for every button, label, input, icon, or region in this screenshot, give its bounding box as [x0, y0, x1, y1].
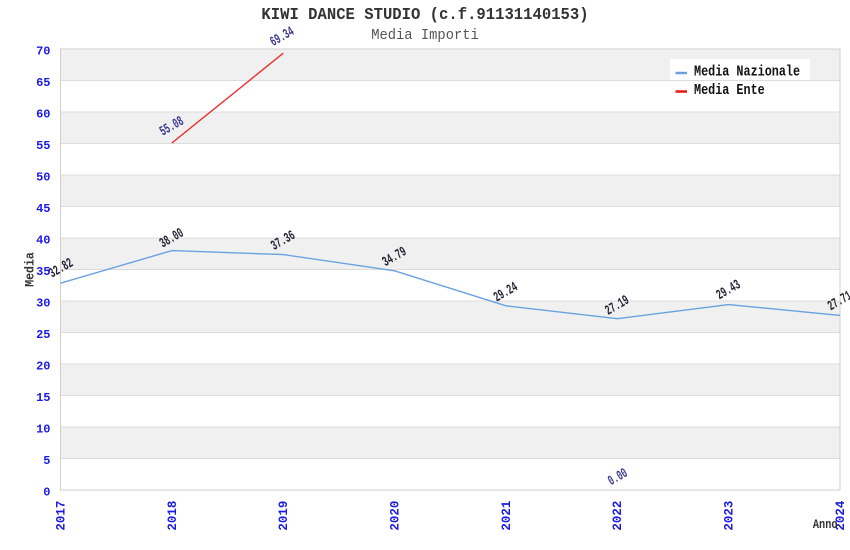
svg-text:2023: 2023 [723, 501, 737, 531]
svg-text:10: 10 [36, 423, 50, 437]
svg-text:30: 30 [36, 297, 50, 311]
svg-text:Anno: Anno [813, 518, 838, 532]
svg-text:2021: 2021 [500, 501, 514, 531]
svg-text:20: 20 [36, 360, 50, 374]
svg-text:KIWI DANCE STUDIO (c.f.9113114: KIWI DANCE STUDIO (c.f.91131140153) [261, 4, 588, 24]
svg-text:2022: 2022 [611, 501, 625, 531]
svg-text:2018: 2018 [166, 501, 180, 531]
svg-text:60: 60 [36, 108, 50, 122]
svg-text:2024: 2024 [834, 500, 848, 531]
svg-text:70: 70 [36, 45, 50, 59]
svg-text:2017: 2017 [54, 501, 68, 531]
svg-text:0: 0 [43, 486, 50, 500]
svg-text:15: 15 [36, 391, 50, 405]
svg-text:50: 50 [36, 171, 50, 185]
svg-text:45: 45 [36, 202, 50, 216]
svg-text:Media: Media [23, 252, 38, 286]
svg-text:Media Nazionale: Media Nazionale [694, 64, 800, 81]
svg-text:Media Ente: Media Ente [694, 83, 765, 100]
svg-text:25: 25 [36, 328, 50, 342]
svg-text:Media Importi: Media Importi [371, 28, 479, 45]
svg-text:2020: 2020 [388, 501, 402, 531]
svg-text:2019: 2019 [277, 501, 291, 531]
svg-text:65: 65 [36, 76, 50, 90]
svg-text:40: 40 [36, 234, 50, 248]
svg-text:35: 35 [36, 265, 50, 279]
svg-text:5: 5 [43, 454, 50, 468]
svg-text:55: 55 [36, 139, 50, 153]
